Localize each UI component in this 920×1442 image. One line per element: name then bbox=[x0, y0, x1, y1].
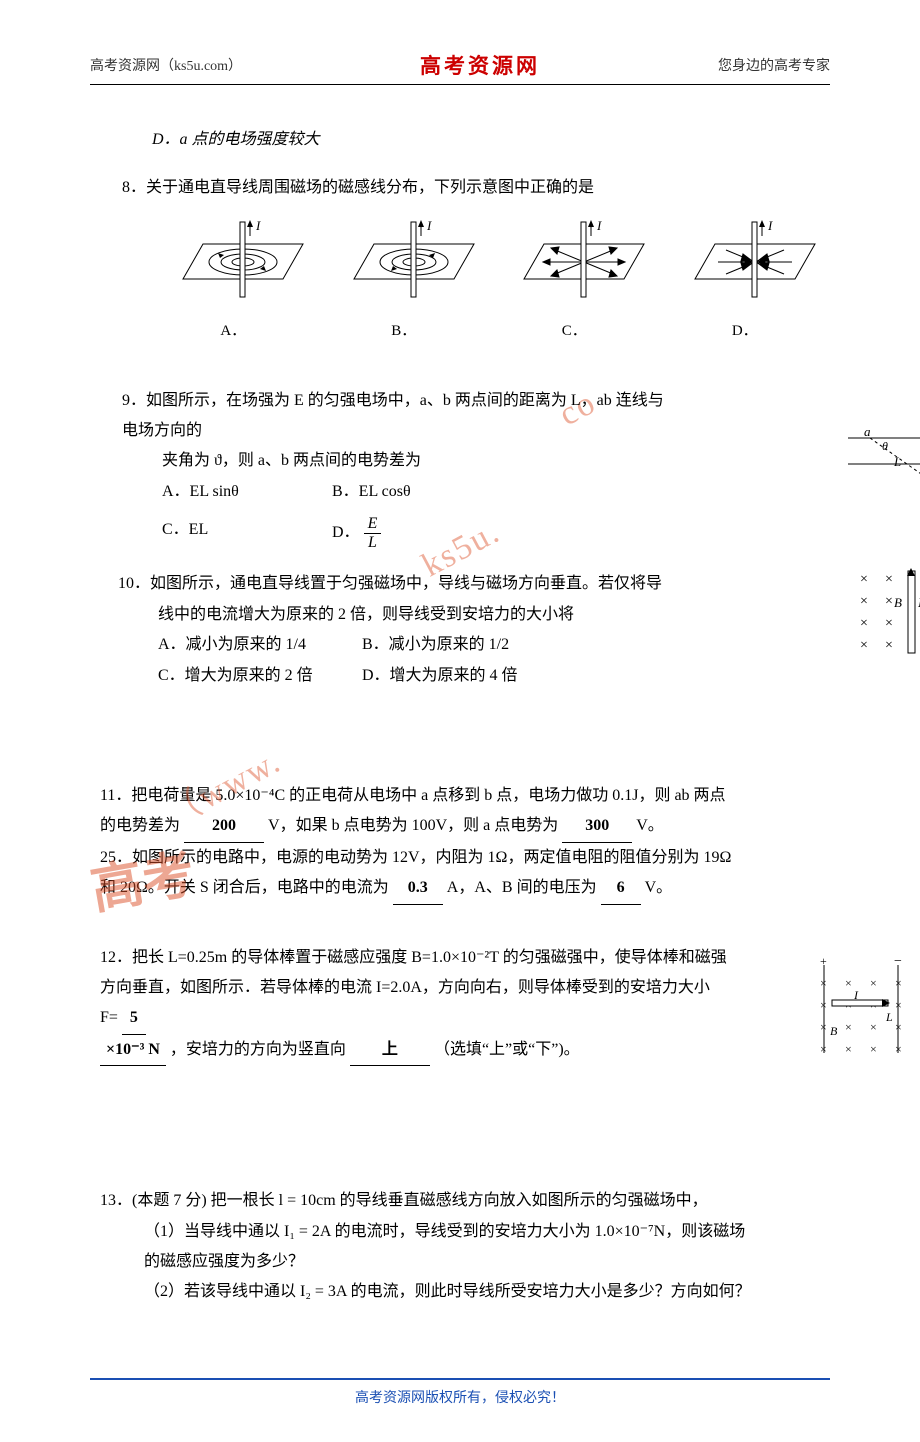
svg-text:×: × bbox=[860, 572, 868, 587]
question-7-option-d: D．a 点的电场强度较大 bbox=[152, 125, 830, 155]
q12-text-3b: ，安培力的方向为竖直向 bbox=[170, 1041, 346, 1058]
q11-text-1d: V。 bbox=[636, 817, 664, 834]
svg-text:×: × bbox=[845, 1020, 852, 1034]
q25-text-2d: V。 bbox=[645, 879, 673, 896]
q9-option-b: B．EL cosθ bbox=[332, 477, 502, 507]
q10-option-a: A．减小为原来的 1/4 bbox=[158, 630, 358, 660]
svg-text:×: × bbox=[860, 616, 868, 631]
question-9: 9．如图所示，在场强为 E 的匀强电场中，a、b 两点间的距离为 L，ab 连线… bbox=[122, 386, 830, 552]
q9-option-c: C．EL bbox=[162, 515, 332, 551]
q25-text-2a: 25．如图所示的电路中，电源的电动势为 12V，内阻为 1Ω，两定值电阻的阻值分… bbox=[100, 843, 830, 873]
q25-answer-3: 0.3 bbox=[393, 873, 443, 904]
q12-answer-unit: ×10⁻³ N bbox=[100, 1035, 166, 1066]
header-center-text: 高考资源网 bbox=[420, 50, 540, 80]
q12-text-3c: （选填“上”或“下”)。 bbox=[434, 1041, 580, 1058]
svg-text:×: × bbox=[820, 998, 827, 1012]
q13-sub-2: （2）若该导线中通以 I₂ = 3A 的电流，则此时导线所受安培力大小是多少？方… bbox=[144, 1277, 830, 1307]
q10-option-d: D．增大为原来的 4 倍 bbox=[362, 667, 518, 684]
q12-text-2a: 方向垂直，如图所示．若导体棒的电流 I=2.0A，方向向右，则导体棒受到的安培力… bbox=[100, 979, 710, 1026]
q11-answer-2: 300 bbox=[562, 811, 632, 842]
header-right-text: 您身边的高考专家 bbox=[718, 55, 830, 75]
q11-answer-1: 200 bbox=[184, 811, 264, 842]
q11-text-1c: V，如果 b 点电势为 100V，则 a 点电势为 bbox=[268, 817, 558, 834]
q12-answer-2: 上 bbox=[350, 1035, 430, 1066]
diagram-a-label: A． bbox=[158, 317, 308, 346]
diagram-d: I D． bbox=[670, 214, 820, 346]
question-10-stem-2: 线中的电流增大为原来的 2 倍，则导线受到安培力的大小将 bbox=[158, 600, 670, 630]
diagram-c-label: C． bbox=[499, 317, 649, 346]
svg-text:I: I bbox=[596, 218, 602, 233]
q10-option-b: B．减小为原来的 1/2 bbox=[362, 636, 509, 653]
svg-text:B: B bbox=[894, 595, 902, 610]
svg-text:×: × bbox=[845, 1042, 852, 1056]
wire-field-diagram-b-icon: I bbox=[329, 214, 479, 304]
q25-text-2b: 和 20Ω。开关 S 闭合后，电路中的电流为 bbox=[100, 879, 389, 896]
diagram-b: I B． bbox=[329, 214, 479, 346]
q13-sub-1b: 的磁感应强度为多少？ bbox=[144, 1247, 830, 1277]
q11-text-1b: 的电势差为 bbox=[100, 817, 180, 834]
svg-text:×: × bbox=[860, 638, 868, 653]
q9-option-a: A．EL sinθ bbox=[162, 477, 332, 507]
svg-text:×: × bbox=[885, 594, 893, 609]
svg-text:L: L bbox=[893, 454, 901, 469]
q25-text-2c: A，A、B 间的电压为 bbox=[447, 879, 597, 896]
svg-text:θ: θ bbox=[882, 439, 888, 453]
question-9-stem-1: 9．如图所示，在场强为 E 的匀强电场中，a、b 两点间的距离为 L，ab 连线… bbox=[122, 386, 670, 447]
svg-text:+: + bbox=[820, 957, 827, 968]
svg-text:×: × bbox=[845, 976, 852, 990]
svg-text:×: × bbox=[860, 594, 868, 609]
question-12: 12．把长 L=0.25m 的导体棒置于磁感应强度 B=1.0×10⁻²T 的匀… bbox=[100, 943, 830, 1067]
svg-text:×: × bbox=[885, 572, 893, 587]
question-8-diagrams: I A． I B． bbox=[148, 214, 830, 346]
q11-text-1a: 11．把电荷量是 5.0×10⁻⁴C 的正电荷从电场中 a 点移到 b 点，电场… bbox=[100, 787, 726, 804]
q10-field-diagram-icon: ×××× ×××× ×××× ×××× B I bbox=[850, 563, 920, 663]
diagram-d-label: D． bbox=[670, 317, 820, 346]
q13-stem: 13．(本题 7 分) 把一根长 l = 10cm 的导线垂直磁感线方向放入如图… bbox=[100, 1186, 830, 1216]
svg-text:a: a bbox=[864, 424, 871, 439]
question-10-stem-1: 10．如图所示，通电直导线置于匀强磁场中，导线与磁场方向垂直。若仅将导 bbox=[118, 569, 670, 599]
svg-text:I: I bbox=[255, 218, 261, 233]
svg-text:×: × bbox=[870, 1020, 877, 1034]
q12-circuit-diagram-icon: ×××× ×××× ×××× ×××× + − I L B bbox=[810, 957, 910, 1067]
svg-text:I: I bbox=[767, 218, 773, 233]
svg-text:×: × bbox=[820, 1020, 827, 1034]
q12-text-1: 12．把长 L=0.25m 的导体棒置于磁感应强度 B=1.0×10⁻²T 的匀… bbox=[100, 943, 730, 973]
q9-option-d: D． E L bbox=[332, 515, 502, 551]
q25-answer-4: 6 bbox=[601, 873, 641, 904]
diagram-c: I C． bbox=[499, 214, 649, 346]
svg-text:×: × bbox=[885, 616, 893, 631]
svg-text:−: − bbox=[894, 957, 902, 969]
svg-text:×: × bbox=[885, 638, 893, 653]
diagram-a: I A． bbox=[158, 214, 308, 346]
question-8-stem: 8．关于通电直导线周围磁场的磁感线分布，下列示意图中正确的是 bbox=[122, 173, 830, 203]
svg-text:×: × bbox=[870, 976, 877, 990]
q9-field-diagram-icon: a b L θ E bbox=[840, 424, 920, 494]
page-footer: 高考资源网版权所有，侵权必究！ bbox=[90, 1378, 830, 1413]
q13-sub-1a: （1）当导线中通以 I₁ = 2A 的电流时，导线受到的安培力大小为 1.0×1… bbox=[144, 1217, 830, 1247]
question-9-stem-2: 夹角为 ϑ，则 a、b 两点间的电势差为 bbox=[162, 446, 670, 476]
question-10: 10．如图所示，通电直导线置于匀强磁场中，导线与磁场方向垂直。若仅将导 线中的电… bbox=[118, 569, 830, 691]
svg-text:I: I bbox=[426, 218, 432, 233]
svg-text:×: × bbox=[820, 1042, 827, 1056]
header-left-text: 高考资源网（ks5u.com） bbox=[90, 55, 242, 75]
diagram-b-label: B． bbox=[329, 317, 479, 346]
q10-option-c: C．增大为原来的 2 倍 bbox=[158, 661, 358, 691]
question-11: 11．把电荷量是 5.0×10⁻⁴C 的正电荷从电场中 a 点移到 b 点，电场… bbox=[100, 781, 830, 905]
q12-answer-1: 5 bbox=[122, 1003, 146, 1034]
page-header: 高考资源网（ks5u.com） 高考资源网 您身边的高考专家 bbox=[90, 50, 830, 85]
svg-text:×: × bbox=[870, 1042, 877, 1056]
svg-text:B: B bbox=[830, 1024, 838, 1038]
wire-field-diagram-c-icon: I bbox=[499, 214, 649, 304]
wire-field-diagram-a-icon: I bbox=[158, 214, 308, 304]
wire-field-diagram-d-icon: I bbox=[670, 214, 820, 304]
svg-text:×: × bbox=[820, 976, 827, 990]
svg-text:L: L bbox=[885, 1010, 893, 1024]
question-13: 13．(本题 7 分) 把一根长 l = 10cm 的导线垂直磁感线方向放入如图… bbox=[100, 1186, 830, 1308]
